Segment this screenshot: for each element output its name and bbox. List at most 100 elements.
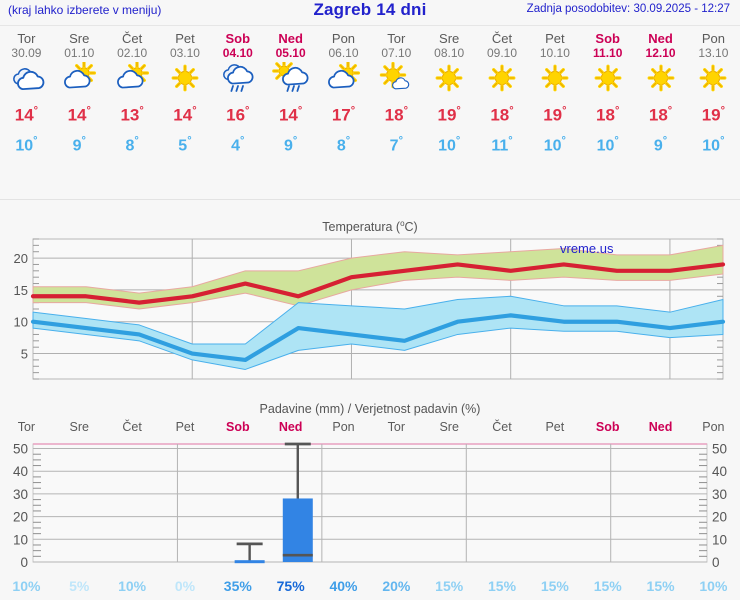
min-temp-cell-7: 7° [370,129,423,158]
svg-text:30: 30 [712,487,727,502]
sunny-icon [528,60,581,98]
min-temp-row: 10° 9° 8° 5° 4° 9° 8° 7° 10° 11° 10° 10° 9° 10° [0,129,740,158]
min-temp-value: 9° [72,134,86,154]
day-name: Pet [175,31,195,46]
day-header-6[interactable]: Pon 06.10 [317,28,370,60]
svg-text:20: 20 [13,510,28,525]
max-temp-cell-3: 14° [159,98,212,129]
day-header-11[interactable]: Sob 11.10 [581,28,634,60]
day-date: 12.10 [645,46,676,60]
day-date: 13.10 [698,46,729,60]
precip-day-label-0: Tor [17,420,36,434]
max-temp-value: 18° [648,105,673,125]
day-date: 04.10 [222,46,253,60]
day-icon-row [0,60,740,98]
day-header-9[interactable]: Čet 09.10 [476,28,529,60]
precip-day-label-10: Pet [545,420,565,434]
day-header-7[interactable]: Tor 07.10 [370,28,423,60]
day-header-1[interactable]: Sre 01.10 [53,28,106,60]
max-temp-cell-8: 19° [423,98,476,129]
svg-text:10: 10 [13,532,28,547]
day-header-5[interactable]: Ned 05.10 [264,28,317,60]
temp-title-degree: o [400,219,405,228]
weather-icon-cell-4 [211,60,264,98]
day-name-row: Tor 30.09 Sre 01.10 Čet 02.10 Pet 03.10 Sob 04.10… [0,28,740,60]
sunny-icon [581,60,634,98]
svg-text:20: 20 [14,251,28,266]
max-temp-value: 14° [67,105,91,125]
temperature-chart-title: Temperatura (oC) [0,215,740,235]
precip-day-label-11: Sob [595,420,620,434]
day-header-3[interactable]: Pet 03.10 [159,28,212,60]
min-temp-value: 10° [702,134,725,154]
day-date: 03.10 [169,46,200,60]
day-name: Ned [278,31,303,46]
max-temp-row: 14° 14° 13° 14° 16° 14° 17° 18° 19° 18° 19° 18° 18° 1… [0,98,740,129]
precip-probability-4: 35% [223,578,252,594]
day-header-13[interactable]: Pon 13.10 [687,28,740,60]
weather-icon-cell-11 [581,60,634,98]
precip-probability-1: 5% [69,578,90,594]
max-temp-cell-5: 14° [264,98,317,129]
precip-day-label-3: Pet [175,420,195,434]
max-temp-value: 17° [331,105,356,125]
page-header: (kraj lahko izberete v meniju) Zagreb 14… [0,0,740,26]
min-temp-value: 8° [125,134,139,154]
weather-icon-cell-12 [634,60,687,98]
precipitation-probability-row: 10% 5% 10% 0% 35% 75% 40% 20% 15% 15% 15% 15% 15% 10% [0,576,740,596]
precip-probability-0: 10% [12,578,41,594]
temperature-chart: Temperatura (oC) 20 15 10 5 vreme.us [0,215,740,395]
day-header-8[interactable]: Sre 08.10 [423,28,476,60]
daily-forecast-strip: Tor 30.09 Sre 01.10 Čet 02.10 Pet 03.10 Sob 04.10… [0,28,740,168]
sunny-icon [476,60,529,98]
section-divider [0,199,740,200]
max-temp-cell-9: 18° [476,98,529,129]
day-name: Čet [491,31,513,46]
temp-title-main: Temperatura ( [322,220,401,235]
weather-icon-cell-2 [106,60,159,98]
day-header-4[interactable]: Sob 04.10 [211,28,264,60]
day-name: Sob [595,31,620,46]
day-header-12[interactable]: Ned 12.10 [634,28,687,60]
day-header-0[interactable]: Tor 30.09 [0,28,53,60]
min-temp-cell-10: 10° [528,129,581,158]
min-temp-value: 11° [491,134,513,154]
weather-icon-cell-9 [476,60,529,98]
min-temp-value: 7° [389,134,403,154]
weather-icon-cell-6 [317,60,370,98]
svg-text:40: 40 [13,464,28,479]
day-header-2[interactable]: Čet 02.10 [106,28,159,60]
min-temp-value: 4° [231,134,245,154]
svg-text:50: 50 [712,442,727,457]
svg-text:10: 10 [14,315,28,330]
weather-icon-cell-8 [423,60,476,98]
sun-cloud-rain-icon [264,60,317,98]
max-temp-value: 16° [226,105,250,125]
day-name: Tor [17,31,36,46]
min-temp-value: 9° [283,134,298,154]
precip-probability-2: 10% [118,578,147,594]
sunny-icon [423,60,476,98]
weather-icon-cell-5 [264,60,317,98]
precip-day-label-7: Tor [387,420,406,434]
svg-text:0: 0 [20,555,28,570]
day-date: 07.10 [381,46,412,60]
day-name: Čet [121,31,143,46]
min-temp-cell-11: 10° [581,129,634,158]
day-date: 11.10 [593,46,623,60]
day-name: Tor [387,31,406,46]
day-header-10[interactable]: Pet 10.10 [528,28,581,60]
max-temp-cell-4: 16° [211,98,264,129]
day-date: 05.10 [275,46,306,60]
min-temp-value: 5° [178,134,192,154]
precip-probability-7: 20% [382,578,411,594]
max-temp-value: 18° [596,105,620,125]
precip-day-label-4: Sob [225,420,250,434]
min-temp-value: 10° [596,134,619,154]
precipitation-chart: Padavine (mm) / Verjetnost padavin (%) T… [0,400,740,600]
temp-title-tail: C) [404,220,418,235]
day-date: 01.10 [64,46,95,60]
sunny-icon [687,60,740,98]
partly-sunny-icon [106,60,159,98]
min-temp-value: 10° [438,134,461,154]
